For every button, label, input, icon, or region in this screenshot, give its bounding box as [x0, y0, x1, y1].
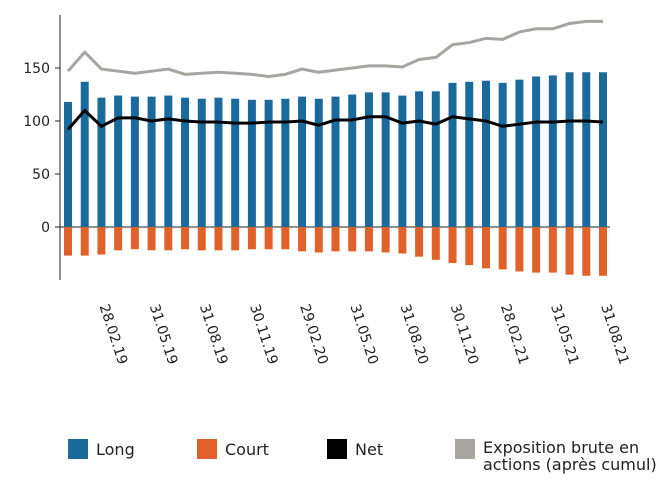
line: [66, 19, 603, 78]
y-tick-label: 100: [23, 114, 50, 130]
bar: [298, 96, 307, 228]
bar: [364, 92, 373, 227]
bar: [214, 97, 223, 228]
bar: [481, 227, 490, 269]
bar: [398, 227, 407, 254]
bar: [532, 227, 541, 273]
x-tick-label: 31.08.19: [196, 302, 230, 366]
bar: [247, 227, 256, 250]
x-tick-label: 28.02.19: [96, 302, 130, 366]
bar: [364, 227, 373, 252]
bar: [80, 227, 89, 256]
bar: [264, 99, 273, 227]
bar: [97, 97, 106, 228]
legend-swatch: [68, 439, 88, 459]
bar: [565, 72, 574, 228]
bar: [281, 98, 290, 228]
bar: [130, 96, 139, 228]
x-tick-label: 30.11.20: [447, 302, 481, 366]
legend-swatch: [327, 439, 347, 459]
bar: [231, 227, 240, 251]
bar: [164, 95, 173, 227]
bar: [181, 97, 190, 228]
x-tick-label: 31.05.21: [547, 302, 581, 366]
bar: [448, 227, 457, 264]
x-tick-label: 28.02.21: [497, 302, 531, 366]
bar: [298, 227, 307, 252]
bar: [582, 72, 591, 228]
bar: [415, 227, 424, 257]
bar: [431, 91, 440, 227]
legend-item: Net: [327, 439, 447, 459]
bar: [314, 98, 323, 228]
bar: [465, 81, 474, 227]
bar: [582, 227, 591, 276]
bar: [331, 96, 340, 228]
x-tick-label: 31.05.19: [146, 302, 180, 366]
bar: [599, 72, 607, 228]
legend-item: Court: [197, 439, 317, 459]
bar: [532, 76, 541, 227]
bar: [465, 227, 474, 266]
bar: [599, 227, 607, 276]
x-tick-label: 30.11.19: [246, 302, 280, 366]
bar: [515, 79, 524, 227]
y-tick-label: 50: [32, 167, 50, 183]
bar: [181, 227, 190, 250]
y-tick-label: 150: [23, 61, 50, 77]
bar: [415, 91, 424, 227]
legend-label: Net: [355, 440, 384, 459]
bar: [264, 227, 273, 250]
x-tick-label: 29.02.20: [296, 302, 330, 366]
x-tick-label: 31.08.20: [397, 302, 431, 366]
bar: [314, 227, 323, 253]
bar: [348, 94, 357, 227]
bar: [481, 80, 490, 227]
bar: [281, 227, 290, 250]
legend-label: Exposition brute en actions (après cumul…: [483, 438, 657, 474]
bar: [147, 96, 156, 228]
bar: [448, 82, 457, 227]
line: [66, 108, 604, 131]
bar: [381, 92, 390, 227]
bar: [114, 95, 123, 227]
legend-label: Court: [225, 440, 269, 459]
x-tick-label: 31.05.20: [346, 302, 380, 366]
chart: 0 50 100 150 28.02.19 31.05.19 31.08.19 30.11.1…: [23, 15, 632, 367]
legend-swatch: [455, 439, 475, 459]
bar: [130, 227, 139, 250]
bar: [64, 227, 72, 256]
bar: [114, 227, 123, 251]
bar: [381, 227, 390, 253]
legend: Long Court Net Exposition brute en actions …: [0, 437, 669, 480]
bar: [498, 82, 507, 227]
bar: [147, 227, 156, 251]
bar: [80, 81, 89, 227]
bar: [97, 227, 106, 255]
bar: [565, 227, 574, 275]
bar: [231, 98, 240, 228]
bar: [197, 98, 206, 228]
bar: [398, 95, 407, 227]
bar: [214, 227, 223, 251]
legend-item: Exposition brute en actions (après cumul…: [455, 439, 665, 473]
bar: [197, 227, 206, 251]
legend-item: Long: [68, 439, 188, 459]
bar: [247, 99, 256, 227]
legend-swatch: [197, 439, 217, 459]
bar: [164, 227, 173, 251]
bar: [548, 227, 557, 273]
bar: [498, 227, 507, 270]
bar: [548, 75, 557, 227]
bar: [515, 227, 524, 272]
bar: [348, 227, 357, 252]
bar: [64, 101, 72, 227]
y-tick-label: 0: [41, 220, 50, 236]
bar: [431, 227, 440, 260]
legend-label: Long: [96, 440, 135, 459]
x-tick-label: 31.08.21: [597, 302, 631, 366]
bar: [331, 227, 340, 252]
